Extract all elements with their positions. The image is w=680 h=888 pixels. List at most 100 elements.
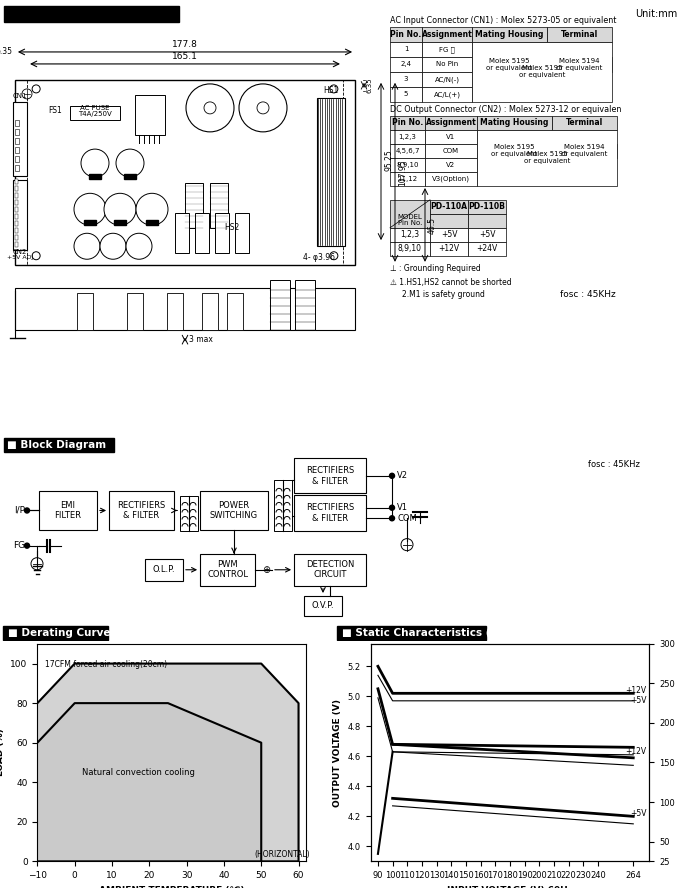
Bar: [145, 559, 183, 581]
Bar: [210, 183, 228, 228]
Bar: [425, 144, 477, 158]
Bar: [468, 228, 506, 242]
Bar: [185, 183, 203, 228]
Circle shape: [390, 516, 394, 520]
Circle shape: [257, 102, 269, 114]
Bar: [215, 213, 229, 253]
Circle shape: [32, 252, 40, 259]
Bar: [3, 626, 107, 640]
Circle shape: [100, 234, 126, 259]
Bar: [4, 6, 179, 22]
Bar: [167, 293, 183, 329]
Circle shape: [31, 558, 43, 570]
Text: 1,2,3: 1,2,3: [401, 230, 420, 239]
Bar: [15, 242, 18, 247]
Bar: [15, 207, 18, 212]
Circle shape: [239, 84, 287, 132]
Bar: [390, 42, 422, 57]
Text: ⊥ : Grounding Required: ⊥ : Grounding Required: [390, 264, 481, 273]
Text: 5: 5: [404, 91, 408, 98]
Text: +5V: +5V: [630, 696, 647, 705]
Bar: [390, 72, 422, 87]
Text: EMI
FILTER: EMI FILTER: [54, 501, 82, 520]
Bar: [477, 116, 552, 130]
Bar: [135, 95, 165, 135]
Text: ■ Static Characteristics (A): ■ Static Characteristics (A): [342, 628, 503, 638]
Text: fosc : 45KHz: fosc : 45KHz: [560, 289, 616, 298]
Bar: [472, 42, 612, 102]
Bar: [15, 221, 18, 226]
Circle shape: [74, 194, 106, 226]
Text: I/P: I/P: [14, 506, 25, 515]
Bar: [84, 220, 96, 226]
Text: 46.5: 46.5: [428, 217, 437, 234]
Text: FG: FG: [13, 541, 25, 551]
Circle shape: [136, 194, 168, 226]
Circle shape: [390, 505, 394, 511]
X-axis label: AMBIENT TEMPERATURE (℃): AMBIENT TEMPERATURE (℃): [99, 885, 244, 888]
Polygon shape: [37, 703, 261, 861]
Text: Mating Housing: Mating Housing: [475, 30, 544, 39]
Circle shape: [32, 85, 40, 93]
Bar: [15, 228, 18, 233]
Bar: [422, 27, 472, 42]
Bar: [430, 200, 468, 214]
Bar: [227, 293, 243, 329]
Bar: [552, 144, 617, 158]
Bar: [477, 130, 617, 186]
Circle shape: [24, 508, 29, 513]
Text: Molex 5195
or equivalent: Molex 5195 or equivalent: [486, 58, 532, 71]
Bar: [422, 87, 472, 102]
Text: Assignment: Assignment: [422, 30, 473, 39]
Bar: [472, 27, 547, 42]
Bar: [390, 200, 430, 228]
Text: 2,4: 2,4: [401, 61, 411, 67]
Bar: [552, 116, 617, 130]
Bar: [15, 288, 355, 329]
Bar: [114, 220, 126, 226]
Bar: [422, 57, 472, 72]
Text: Molex 5194
or equivalent: Molex 5194 or equivalent: [561, 145, 608, 157]
Text: RECTIFIERS
& FILTER: RECTIFIERS & FILTER: [118, 501, 166, 520]
Text: +5V: +5V: [630, 809, 647, 818]
Bar: [13, 102, 27, 176]
Bar: [468, 242, 506, 256]
Text: 6.35: 6.35: [367, 77, 373, 93]
Bar: [70, 106, 120, 120]
Text: +5V: +5V: [441, 230, 457, 239]
Text: 107.95: 107.95: [398, 159, 407, 186]
Text: ■ Derating Curve: ■ Derating Curve: [8, 628, 111, 638]
Text: 4- φ3.96: 4- φ3.96: [303, 253, 335, 262]
Text: 3: 3: [404, 76, 408, 83]
Text: COM: COM: [397, 514, 417, 523]
Text: CN2: CN2: [13, 249, 27, 255]
Text: PD-110B: PD-110B: [469, 202, 505, 211]
Text: 8,9,10: 8,9,10: [398, 244, 422, 253]
Bar: [15, 193, 18, 198]
Text: 4,5,6,7: 4,5,6,7: [395, 147, 420, 154]
Text: PD-110A: PD-110A: [430, 202, 468, 211]
Text: Mating Housing: Mating Housing: [480, 118, 549, 127]
Text: ⊕: ⊕: [262, 565, 270, 575]
Text: +24V: +24V: [477, 244, 498, 253]
Bar: [15, 200, 18, 205]
Text: Natural convection cooling: Natural convection cooling: [82, 768, 195, 777]
Bar: [27, 80, 343, 265]
Text: POWER
SWITCHING: POWER SWITCHING: [210, 501, 258, 520]
Text: 2.M1 is safety ground: 2.M1 is safety ground: [402, 289, 485, 298]
Bar: [127, 293, 143, 329]
Circle shape: [116, 149, 144, 177]
Bar: [425, 130, 477, 144]
Text: MODEL: MODEL: [398, 214, 422, 220]
Bar: [430, 242, 468, 256]
Text: Terminal: Terminal: [566, 118, 603, 127]
Text: Molex 5195
or equivalent: Molex 5195 or equivalent: [519, 66, 565, 78]
Bar: [425, 116, 477, 130]
Bar: [422, 72, 472, 87]
Bar: [295, 280, 315, 329]
Bar: [294, 554, 366, 586]
Text: Pin No.: Pin No.: [390, 30, 422, 39]
Text: 95.25: 95.25: [384, 149, 393, 171]
Bar: [422, 42, 472, 57]
Text: +5V: +5V: [479, 230, 495, 239]
